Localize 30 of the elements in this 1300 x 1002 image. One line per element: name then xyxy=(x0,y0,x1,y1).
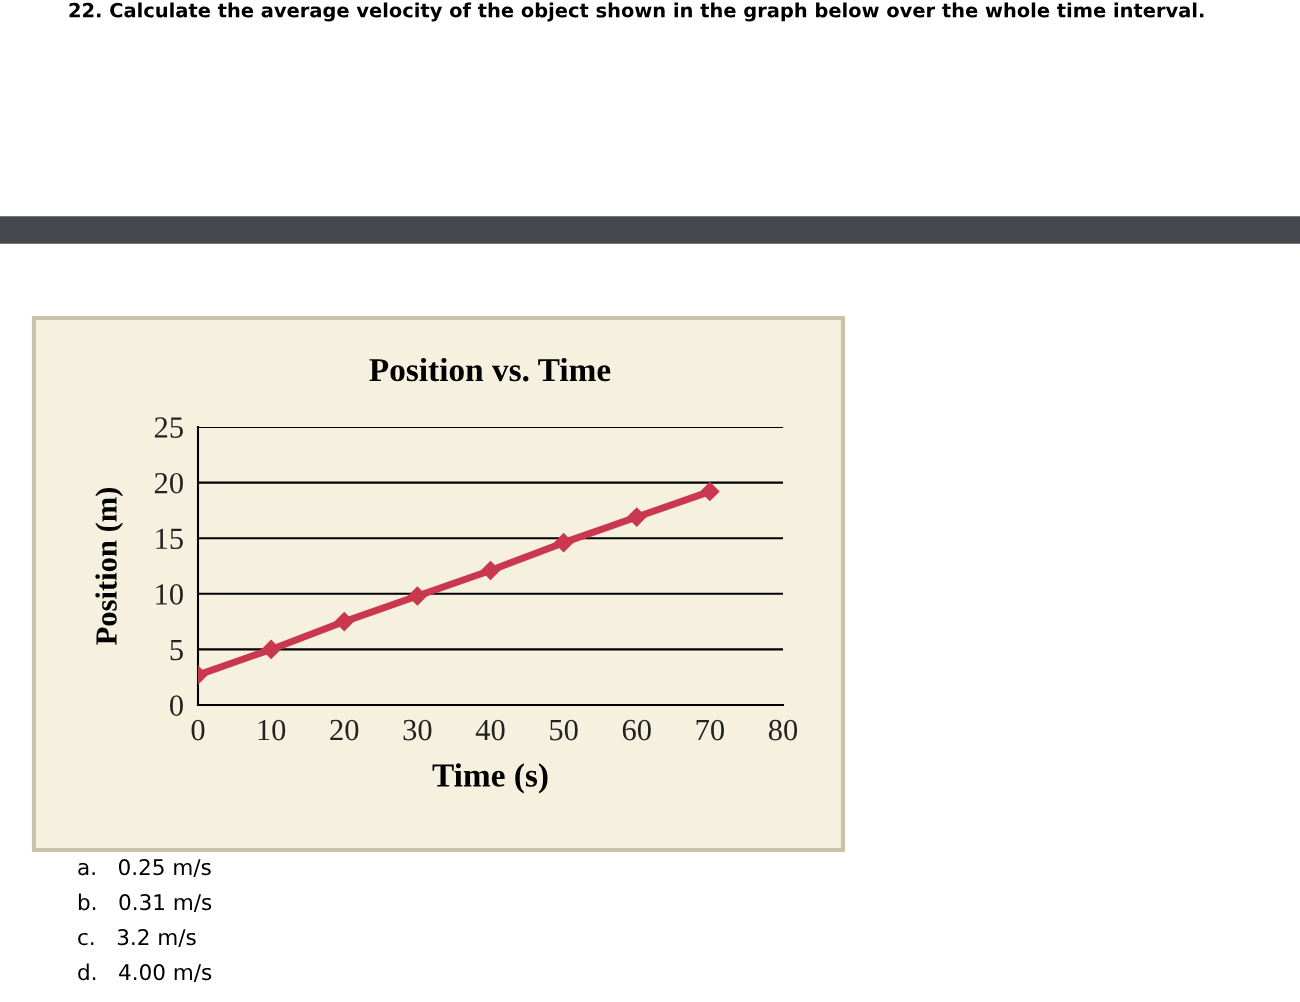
y-tick-label: 15 xyxy=(156,528,183,550)
x-tick-label: 40 xyxy=(475,719,505,741)
x-tick-label: 30 xyxy=(403,719,432,741)
point xyxy=(480,560,501,580)
point xyxy=(554,533,574,553)
x-tick-label: 80 xyxy=(768,719,798,741)
point xyxy=(700,481,720,502)
point xyxy=(334,612,354,632)
x-tick-label: 10 xyxy=(258,719,286,741)
text: d. 4.00 m/s xyxy=(78,963,212,982)
x-tick-label: 50 xyxy=(550,719,578,741)
text: a. 0.25 m/s xyxy=(78,858,211,877)
y-tick-label: 10 xyxy=(156,584,183,605)
x-tick-label: 0 xyxy=(191,719,205,741)
text: b. 0.31 m/s xyxy=(78,893,212,912)
x-tick-label: 20 xyxy=(330,719,359,741)
y-tick-label: 0 xyxy=(170,695,183,716)
y-tick-label: 25 xyxy=(154,417,183,438)
x-axis-title: Time (s) xyxy=(432,763,548,794)
text: 22. Calculate the average velocity of the object shown in the graph below over the whole time interval. xyxy=(69,2,1204,22)
point xyxy=(261,639,281,659)
y-tick-label: 5 xyxy=(170,639,183,661)
x-tick-label: 70 xyxy=(696,719,724,741)
y-tick-label: 20 xyxy=(154,472,183,494)
chart-title: Position vs. Time xyxy=(369,357,611,382)
y-axis-title: Position (m) xyxy=(95,487,123,645)
x-tick-label: 60 xyxy=(622,719,651,741)
text: c. 3.2 m/s xyxy=(78,928,196,947)
point xyxy=(627,507,647,527)
point xyxy=(407,586,427,606)
